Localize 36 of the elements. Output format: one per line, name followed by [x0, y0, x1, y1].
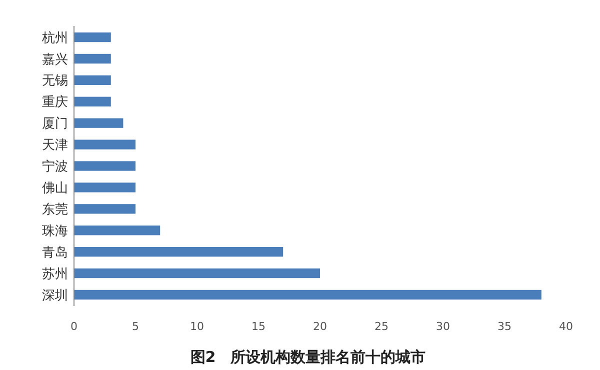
- bar: [74, 140, 136, 150]
- y-tick-label: 天津: [42, 138, 68, 154]
- bar: [74, 204, 136, 214]
- bar: [74, 96, 111, 106]
- y-tick-label: 厦门: [42, 116, 68, 132]
- y-tick-label: 佛山: [42, 181, 68, 196]
- y-tick-label: 无锡: [42, 74, 68, 89]
- bar: [74, 54, 111, 64]
- bar: [74, 182, 136, 192]
- bar: [74, 118, 124, 128]
- y-tick-label: 宁波: [42, 158, 68, 175]
- text: 图2 所设机构数量排名前十的城市: [190, 348, 426, 366]
- y-tick-label: 苏州: [42, 266, 68, 282]
- bar: [74, 75, 111, 86]
- y-tick-label: 重庆: [42, 95, 68, 110]
- x-tick-label: 40: [559, 320, 573, 333]
- bar: [74, 290, 542, 300]
- y-tick-label: 东莞: [42, 202, 68, 218]
- y-tick-label: 珠海: [42, 224, 68, 239]
- y-tick-label: 青岛: [42, 245, 68, 260]
- x-tick-label: 30: [436, 320, 450, 333]
- bar: [74, 161, 136, 171]
- x-tick-label: 20: [313, 320, 327, 333]
- x-tick-label: 5: [132, 320, 139, 333]
- x-tick-label: 10: [190, 320, 204, 333]
- x-tick-label: 15: [252, 320, 266, 333]
- y-tick-label: 杭州: [41, 30, 68, 46]
- bar: [74, 246, 284, 257]
- x-tick-label: 35: [498, 320, 512, 333]
- bar: [74, 226, 160, 236]
- bar: [74, 268, 320, 278]
- y-tick-label: 嘉兴: [42, 52, 68, 68]
- x-tick-label: 25: [374, 320, 388, 333]
- x-tick-label: 0: [70, 320, 78, 333]
- bar: [74, 32, 111, 42]
- y-tick-label: 深圳: [42, 288, 68, 304]
